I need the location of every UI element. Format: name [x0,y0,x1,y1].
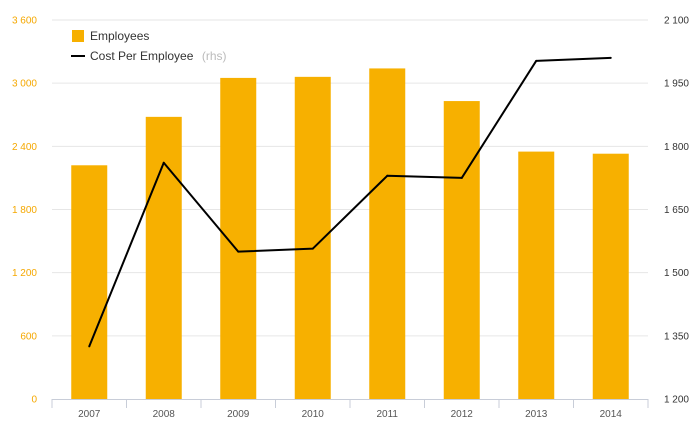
right-tick-label: 1 500 [664,268,689,279]
point-cost-2009 [237,250,240,253]
bar-2009 [220,77,257,400]
x-tick-label-2013: 2013 [525,409,548,420]
x-tick-label-2008: 2008 [153,409,176,420]
bar-series-employees [71,68,629,400]
left-tick-label: 3 600 [12,16,37,27]
point-cost-2007 [88,345,91,348]
left-tick-label: 600 [20,331,37,342]
legend-label-cost-per-employee: Cost Per Employee (rhs) [90,47,227,64]
legend-label-cost-per-employee-name: Cost Per Employee [90,49,194,63]
left-tick-label: 2 400 [12,142,37,153]
x-tick-label-2012: 2012 [451,409,474,420]
line-series-cost-per-employee [88,56,612,348]
x-tick-label-2014: 2014 [600,409,623,420]
bar-2007 [71,165,108,399]
bar-2010 [294,76,331,399]
left-tick-label: 0 [31,395,37,406]
point-cost-2010 [311,247,314,250]
gridlines [52,19,648,337]
bar-2008 [145,116,182,399]
left-tick-label: 1 200 [12,268,37,279]
bar-2014 [592,153,629,399]
right-tick-label: 2 100 [664,16,689,27]
right-tick-label: 1 800 [664,142,689,153]
bar-2011 [369,68,406,399]
right-tick-label: 1 350 [664,331,689,342]
point-cost-2011 [386,174,389,177]
legend-label-cost-per-employee-note: (rhs) [202,49,227,63]
right-tick-label: 1 200 [664,395,689,406]
legend-swatch-employees [72,30,84,42]
legend-label-employees: Employees [90,29,149,43]
point-cost-2014 [609,56,612,59]
right-tick-label: 1 950 [664,79,689,90]
point-cost-2013 [535,59,538,62]
right-tick-label: 1 650 [664,205,689,216]
bar-2012 [443,101,480,399]
point-cost-2012 [460,176,463,179]
legend: Employees Cost Per Employee (rhs) [71,29,227,64]
bar-2013 [518,151,555,399]
x-tick-label-2011: 2011 [376,409,398,420]
axes: 0 600 1 200 1 800 2 400 3 000 3 600 1 200 1 350 1… [12,16,689,421]
left-tick-label: 1 800 [12,205,37,216]
x-tick-label-2007: 2007 [78,409,101,420]
point-cost-2008 [162,161,165,164]
line-cost-per-employee [88,56,611,347]
x-tick-label-2009: 2009 [227,409,250,420]
left-tick-label: 3 000 [12,79,37,90]
x-tick-label-2010: 2010 [302,409,325,420]
